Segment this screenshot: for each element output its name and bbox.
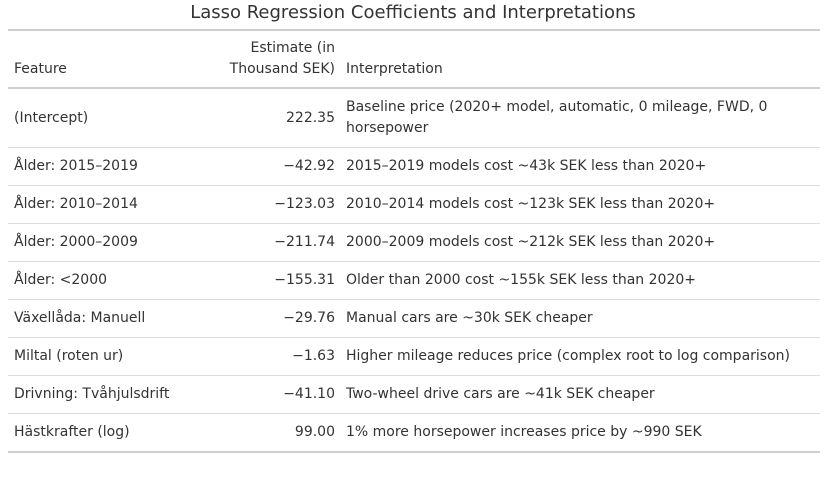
estimate-cell: −123.03 bbox=[274, 196, 335, 212]
interpretation-cell: Baseline price (2020+ model, automatic, … bbox=[346, 99, 768, 136]
interpretation-cell: Higher mileage reduces price (complex ro… bbox=[346, 348, 790, 364]
interpretation-cell: Two-wheel drive cars are ~41k SEK cheape… bbox=[346, 386, 655, 402]
interpretation-cell: Manual cars are ~30k SEK cheaper bbox=[346, 310, 593, 326]
estimate-cell: −211.74 bbox=[274, 234, 335, 250]
table-row: Ålder: <2000 −155.31 Older than 2000 cos… bbox=[8, 262, 820, 300]
table-row: (Intercept) 222.35 Baseline price (2020+… bbox=[8, 88, 820, 148]
table-title: Lasso Regression Coefficients and Interp… bbox=[190, 2, 636, 23]
interpretation-cell: 2015–2019 models cost ~43k SEK less than… bbox=[346, 158, 707, 174]
interpretation-cell: Older than 2000 cost ~155k SEK less than… bbox=[346, 272, 696, 288]
interpretation-cell: 1% more horsepower increases price by ~9… bbox=[346, 424, 702, 440]
feature-cell: Ålder: <2000 bbox=[14, 272, 108, 288]
interpretation-cell: 2000–2009 models cost ~212k SEK less tha… bbox=[346, 234, 716, 250]
column-header-interpretation: Interpretation bbox=[346, 61, 443, 77]
estimate-cell: −41.10 bbox=[283, 386, 335, 402]
feature-cell: Hästkrafter (log) bbox=[14, 424, 130, 440]
table-header-row: Feature Estimate (in Thousand SEK) Inter… bbox=[8, 30, 820, 88]
table-row: Växellåda: Manuell −29.76 Manual cars ar… bbox=[8, 300, 820, 338]
feature-cell: Drivning: Tvåhjulsdrift bbox=[14, 386, 170, 402]
table-row: Hästkrafter (log) 99.00 1% more horsepow… bbox=[8, 414, 820, 452]
feature-cell: Ålder: 2000–2009 bbox=[14, 234, 138, 250]
column-header-feature: Feature bbox=[14, 61, 67, 77]
interpretation-cell: 2010–2014 models cost ~123k SEK less tha… bbox=[346, 196, 716, 212]
table-row: Ålder: 2000–2009 −211.74 2000–2009 model… bbox=[8, 224, 820, 262]
table-row: Ålder: 2015–2019 −42.92 2015–2019 models… bbox=[8, 148, 820, 186]
coefficients-table: Feature Estimate (in Thousand SEK) Inter… bbox=[8, 29, 820, 453]
table-row: Miltal (roten ur) −1.63 Higher mileage r… bbox=[8, 338, 820, 376]
estimate-cell: 222.35 bbox=[286, 109, 335, 126]
table-row: Ålder: 2010–2014 −123.03 2010–2014 model… bbox=[8, 186, 820, 224]
column-header-estimate: Estimate (in Thousand SEK) bbox=[229, 40, 335, 77]
feature-cell: (Intercept) bbox=[14, 109, 89, 126]
estimate-cell: −1.63 bbox=[292, 348, 335, 364]
table-row: Drivning: Tvåhjulsdrift −41.10 Two-wheel… bbox=[8, 376, 820, 414]
feature-cell: Miltal (roten ur) bbox=[14, 348, 124, 364]
feature-cell: Ålder: 2010–2014 bbox=[14, 196, 138, 212]
estimate-cell: −29.76 bbox=[283, 310, 335, 326]
estimate-cell: −42.92 bbox=[283, 158, 335, 174]
feature-cell: Ålder: 2015–2019 bbox=[14, 158, 138, 174]
feature-cell: Växellåda: Manuell bbox=[14, 310, 146, 326]
estimate-cell: 99.00 bbox=[294, 424, 335, 440]
estimate-cell: −155.31 bbox=[274, 272, 335, 288]
